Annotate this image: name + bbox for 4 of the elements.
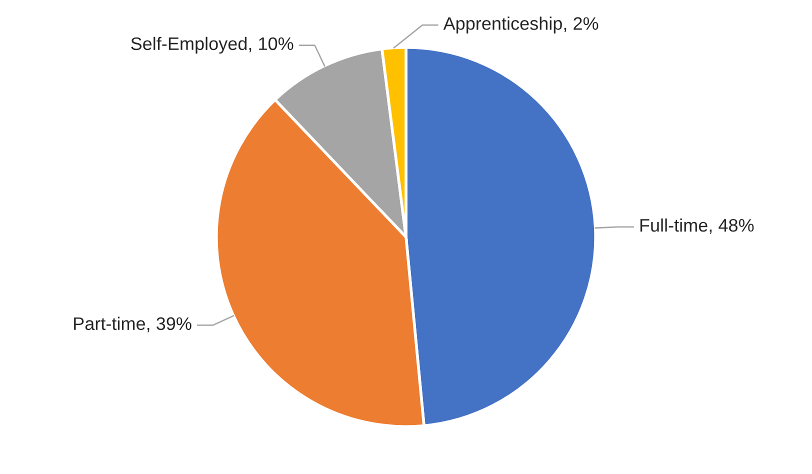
slice-label: Part-time, 39% (74, 316, 192, 332)
slice-label: Full-time, 48% (640, 218, 754, 234)
slice-label: Apprenticeship, 2% (443, 16, 598, 34)
slice-label: Self-Employed, 10% (131, 36, 294, 54)
